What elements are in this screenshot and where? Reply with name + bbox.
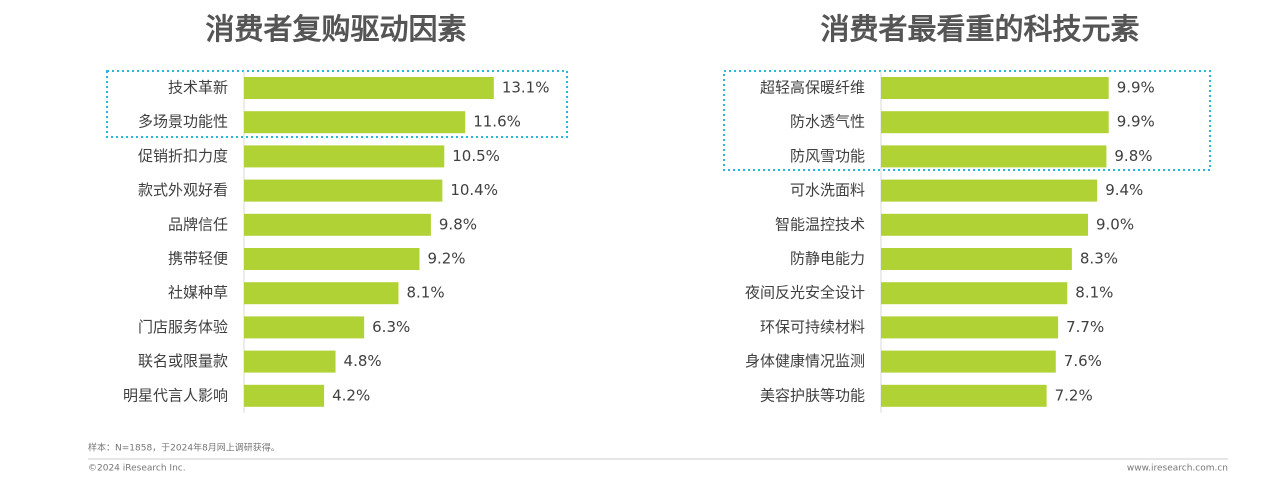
highlight-box	[106, 70, 568, 138]
category-label: 超轻高保暖纤维	[760, 79, 865, 97]
value-label: 6.3%	[372, 318, 410, 336]
bar	[244, 316, 365, 339]
category-label: 可水洗面料	[790, 181, 865, 199]
category-label: 款式外观好看	[138, 181, 228, 199]
value-label: 9.4%	[1105, 181, 1143, 199]
category-label: 携带轻便	[168, 250, 228, 268]
bar	[881, 248, 1072, 270]
bar	[881, 350, 1056, 373]
website: www.iresearch.com.cn	[1127, 464, 1228, 474]
chart-title: 消费者最看重的科技元素	[820, 12, 1139, 46]
category-label: 防静电能力	[790, 250, 865, 268]
bar	[244, 77, 494, 99]
value-label: 4.8%	[344, 352, 382, 370]
category-label: 社媒种草	[168, 284, 228, 302]
bar	[244, 111, 466, 134]
bar	[244, 384, 325, 407]
bar	[881, 145, 1107, 168]
category-label: 明星代言人影响	[123, 386, 228, 404]
category-label: 多场景功能性	[138, 113, 228, 131]
bar	[244, 248, 420, 270]
category-label: 身体健康情况监测	[745, 352, 865, 370]
value-label: 7.6%	[1064, 352, 1102, 370]
bar	[244, 145, 445, 168]
value-label: 9.8%	[439, 215, 477, 233]
bar	[881, 282, 1068, 305]
value-label: 8.1%	[1075, 284, 1113, 302]
value-label: 10.5%	[452, 147, 500, 165]
value-label: 11.6%	[473, 113, 521, 131]
category-label: 环保可持续材料	[760, 318, 865, 336]
value-label: 9.9%	[1117, 79, 1155, 97]
value-label: 10.4%	[450, 181, 498, 199]
value-label: 9.8%	[1114, 147, 1152, 165]
category-label: 门店服务体验	[138, 318, 228, 336]
value-label: 9.0%	[1096, 215, 1134, 233]
copyright: ©2024 iResearch Inc.	[88, 464, 186, 474]
chart-title: 消费者复购驱动因素	[205, 12, 466, 46]
value-label: 8.1%	[406, 284, 444, 302]
bar	[244, 213, 431, 236]
category-label: 促销折扣力度	[138, 147, 228, 165]
category-label: 联名或限量款	[138, 352, 228, 370]
bar	[881, 384, 1047, 407]
bar	[244, 350, 336, 373]
bar	[881, 111, 1109, 134]
note: 样本：N=1858，于2024年8月网上调研获得。	[88, 442, 280, 454]
bar	[881, 179, 1098, 202]
value-label: 13.1%	[502, 79, 550, 97]
category-label: 防风雪功能	[790, 147, 865, 165]
value-label: 8.3%	[1080, 250, 1118, 268]
value-label: 7.2%	[1055, 386, 1093, 404]
bar	[244, 179, 443, 202]
category-label: 防水透气性	[790, 113, 865, 131]
value-label: 9.9%	[1117, 113, 1155, 131]
bar	[244, 282, 399, 305]
category-label: 智能温控技术	[775, 215, 865, 233]
bar	[881, 213, 1088, 236]
bar	[881, 316, 1059, 339]
highlight-box	[723, 70, 1211, 171]
value-label: 4.2%	[332, 386, 370, 404]
category-label: 美容护肤等功能	[760, 386, 865, 404]
value-label: 7.7%	[1066, 318, 1104, 336]
category-label: 技术革新	[168, 79, 228, 97]
value-label: 9.2%	[427, 250, 465, 268]
category-label: 品牌信任	[168, 215, 228, 233]
bar	[881, 77, 1109, 99]
category-label: 夜间反光安全设计	[745, 284, 865, 302]
